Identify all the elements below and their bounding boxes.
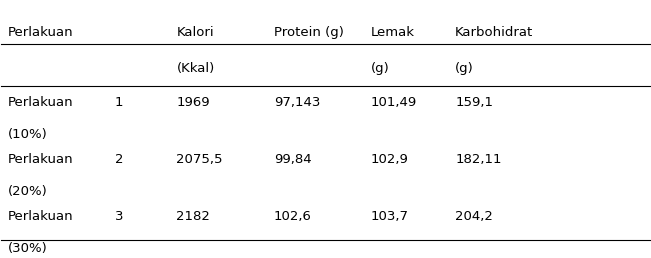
Text: (10%): (10%) bbox=[8, 128, 48, 141]
Text: Perlakuan: Perlakuan bbox=[8, 26, 74, 39]
Text: Protein (g): Protein (g) bbox=[273, 26, 344, 39]
Text: 182,11: 182,11 bbox=[455, 153, 502, 166]
Text: (20%): (20%) bbox=[8, 185, 48, 198]
Text: 3: 3 bbox=[115, 210, 123, 223]
Text: 101,49: 101,49 bbox=[371, 96, 417, 109]
Text: 2182: 2182 bbox=[176, 210, 210, 223]
Text: 159,1: 159,1 bbox=[455, 96, 493, 109]
Text: 97,143: 97,143 bbox=[273, 96, 320, 109]
Text: Lemak: Lemak bbox=[371, 26, 415, 39]
Text: (Kkal): (Kkal) bbox=[176, 62, 215, 75]
Text: Karbohidrat: Karbohidrat bbox=[455, 26, 533, 39]
Text: 204,2: 204,2 bbox=[455, 210, 493, 223]
Text: Kalori: Kalori bbox=[176, 26, 214, 39]
Text: 102,6: 102,6 bbox=[273, 210, 312, 223]
Text: 2075,5: 2075,5 bbox=[176, 153, 223, 166]
Text: (30%): (30%) bbox=[8, 242, 48, 255]
Text: Perlakuan: Perlakuan bbox=[8, 96, 74, 109]
Text: (g): (g) bbox=[371, 62, 390, 75]
Text: 1: 1 bbox=[115, 96, 123, 109]
Text: 2: 2 bbox=[115, 153, 123, 166]
Text: Perlakuan: Perlakuan bbox=[8, 210, 74, 223]
Text: 1969: 1969 bbox=[176, 96, 210, 109]
Text: (g): (g) bbox=[455, 62, 474, 75]
Text: 103,7: 103,7 bbox=[371, 210, 409, 223]
Text: 99,84: 99,84 bbox=[273, 153, 311, 166]
Text: Perlakuan: Perlakuan bbox=[8, 153, 74, 166]
Text: 102,9: 102,9 bbox=[371, 153, 409, 166]
